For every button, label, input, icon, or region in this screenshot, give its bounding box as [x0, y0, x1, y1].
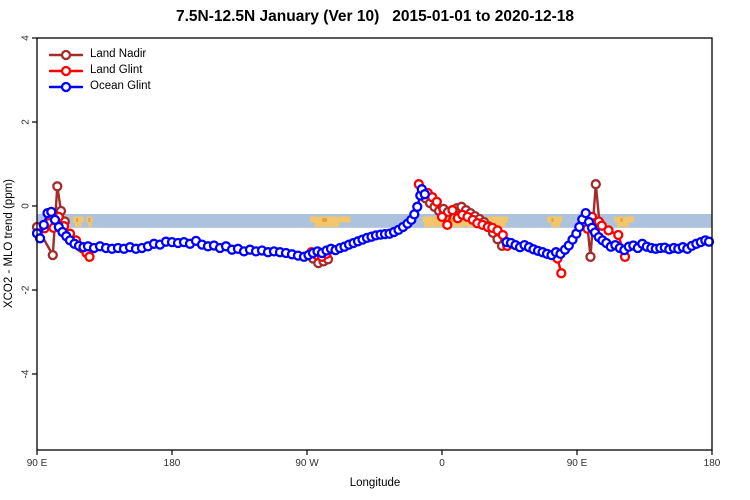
data-point: [431, 196, 442, 207]
legend-item: Land Glint: [49, 63, 151, 78]
data-point: [613, 229, 624, 241]
x-tick-label: 90 W: [295, 458, 319, 469]
land-marker-accent: [551, 218, 554, 222]
x-tick-label: 180: [704, 458, 721, 469]
legend-swatch: [49, 81, 83, 92]
legend: Land Nadir Land Glint Ocean Glint: [49, 47, 151, 94]
data-point: [436, 211, 448, 223]
land-marker: [88, 222, 92, 227]
legend-label: Land Nadir: [90, 48, 147, 60]
y-tick-label: 0: [21, 203, 32, 209]
land-marker-accent: [620, 218, 623, 222]
y-axis-label: XCO2 - MLO trend (ppm): [3, 179, 15, 309]
land-marker: [614, 216, 634, 223]
data-point: [84, 251, 95, 262]
legend-item: Land Nadir: [49, 47, 151, 62]
data-point: [52, 181, 63, 192]
land-marker: [73, 216, 84, 223]
legend-label: Land Glint: [90, 64, 143, 76]
legend-marker: [60, 65, 72, 76]
data-point: [556, 268, 567, 279]
land-marker-accent: [322, 218, 328, 222]
land-marker: [616, 222, 629, 227]
series-ocean-glint: [32, 184, 715, 262]
data-point: [47, 249, 58, 261]
y-tick-label: 2: [21, 119, 32, 125]
data-point: [442, 219, 453, 231]
data-point: [412, 201, 423, 212]
land-marker-accent: [76, 218, 79, 222]
land-marker: [547, 216, 562, 223]
x-tick-label: 90 E: [27, 458, 48, 469]
data-point: [447, 205, 458, 216]
y-tick-label: 4: [21, 35, 32, 41]
land-marker: [314, 222, 340, 227]
plot-box: [36, 37, 713, 451]
data-point: [585, 251, 596, 262]
y-tick-label: -4: [21, 369, 32, 378]
legend-label: Ocean Glint: [90, 80, 151, 92]
x-tick-label: 90 E: [567, 458, 588, 469]
legend-marker: [60, 81, 72, 92]
data-point: [46, 206, 57, 218]
land-marker-accent: [88, 218, 91, 222]
y-axis-label-wrap: XCO2 - MLO trend (ppm): [0, 38, 18, 450]
legend-item: Ocean Glint: [49, 79, 151, 94]
data-point: [580, 207, 591, 219]
legend-swatch: [49, 65, 83, 76]
legend-marker: [60, 49, 72, 60]
reference-band: [37, 213, 712, 228]
land-marker: [424, 222, 506, 227]
land-marker: [310, 216, 351, 223]
x-tick-label: 0: [439, 458, 445, 469]
land-marker: [75, 222, 82, 227]
y-tick-label: -2: [21, 285, 32, 294]
x-tick-label: 180: [164, 458, 181, 469]
x-axis-label: Longitude: [349, 477, 401, 489]
series-land-glint: [39, 179, 631, 279]
data-point: [590, 179, 601, 190]
data-point: [419, 189, 430, 200]
legend-swatch: [49, 49, 83, 60]
data-point: [596, 220, 607, 231]
chart-title: 7.5N-12.5N January (Ver 10) 2015-01-01 t…: [175, 8, 575, 25]
data-point: [603, 225, 614, 236]
data-point: [703, 236, 715, 247]
data-point: [38, 219, 49, 231]
land-marker: [551, 222, 561, 227]
data-point: [34, 233, 46, 244]
